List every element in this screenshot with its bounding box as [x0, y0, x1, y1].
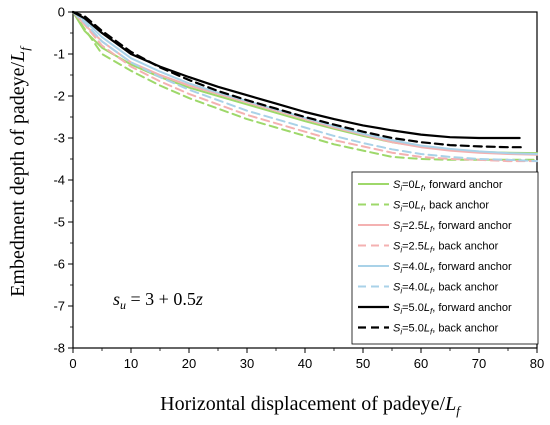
x-tick-label: 80 — [530, 356, 544, 371]
x-tick-label: 70 — [472, 356, 486, 371]
legend-label-4: Si=2.5Lf, back anchor — [393, 241, 499, 255]
labels: Horizontal displacement of padeye/Lf Embe… — [7, 45, 462, 418]
x-tick-label: 30 — [240, 356, 254, 371]
y-axis-title: Embedment depth of padeye/Lf — [7, 45, 32, 297]
legend-label-2: Si=0Lf, back anchor — [393, 200, 489, 214]
series-line-8 — [71, 10, 527, 149]
legend-box — [351, 171, 539, 345]
y-tick-label: -4 — [53, 173, 65, 188]
legend-label-5: Si=4.0Lf, forward anchor — [393, 261, 512, 275]
x-tick-label: 20 — [182, 356, 196, 371]
axes: 0 10 20 30 40 50 60 70 80 0 -1 -2 -3 -4 -5 -6 -7 -8 — [53, 5, 544, 372]
y-tick-label: -5 — [53, 215, 65, 230]
x-tick-label: 50 — [356, 356, 370, 371]
y-tick-label: -7 — [53, 299, 65, 314]
legend-label-3: Si=2.5Lf, forward anchor — [393, 220, 512, 234]
legend-label-6: Si=4.0Lf, back anchor — [393, 282, 499, 296]
y-tick-label: -3 — [53, 131, 65, 146]
x-tick-label: 0 — [69, 356, 76, 371]
legend: Si=0Lf, forward anchor Si=0Lf, back ancho… — [351, 171, 539, 345]
y-tick-label: 0 — [58, 5, 65, 20]
legend-label-7: Si=5.0Lf, forward anchor — [393, 302, 512, 316]
series-line-7 — [71, 10, 521, 140]
y-tick-label: -8 — [53, 341, 65, 356]
x-tick-label: 10 — [124, 356, 138, 371]
legend-label-1: Si=0Lf, forward anchor — [393, 179, 503, 193]
y-tick-label: -1 — [53, 47, 65, 62]
x-axis-title: Horizontal displacement of padeye/Lf — [160, 393, 462, 418]
series-line-3 — [72, 11, 538, 156]
series-line-4 — [72, 11, 538, 163]
series-group — [71, 10, 538, 163]
annotation-su: su = 3 + 0.5z — [113, 289, 203, 312]
x-tick-label: 40 — [298, 356, 312, 371]
x-tick-label: 60 — [414, 356, 428, 371]
y-tick-label: -6 — [53, 257, 65, 272]
legend-label-8: Si=5.0Lf, back anchor — [393, 323, 499, 337]
series-line-6 — [72, 11, 538, 163]
y-tick-label: -2 — [53, 89, 65, 104]
